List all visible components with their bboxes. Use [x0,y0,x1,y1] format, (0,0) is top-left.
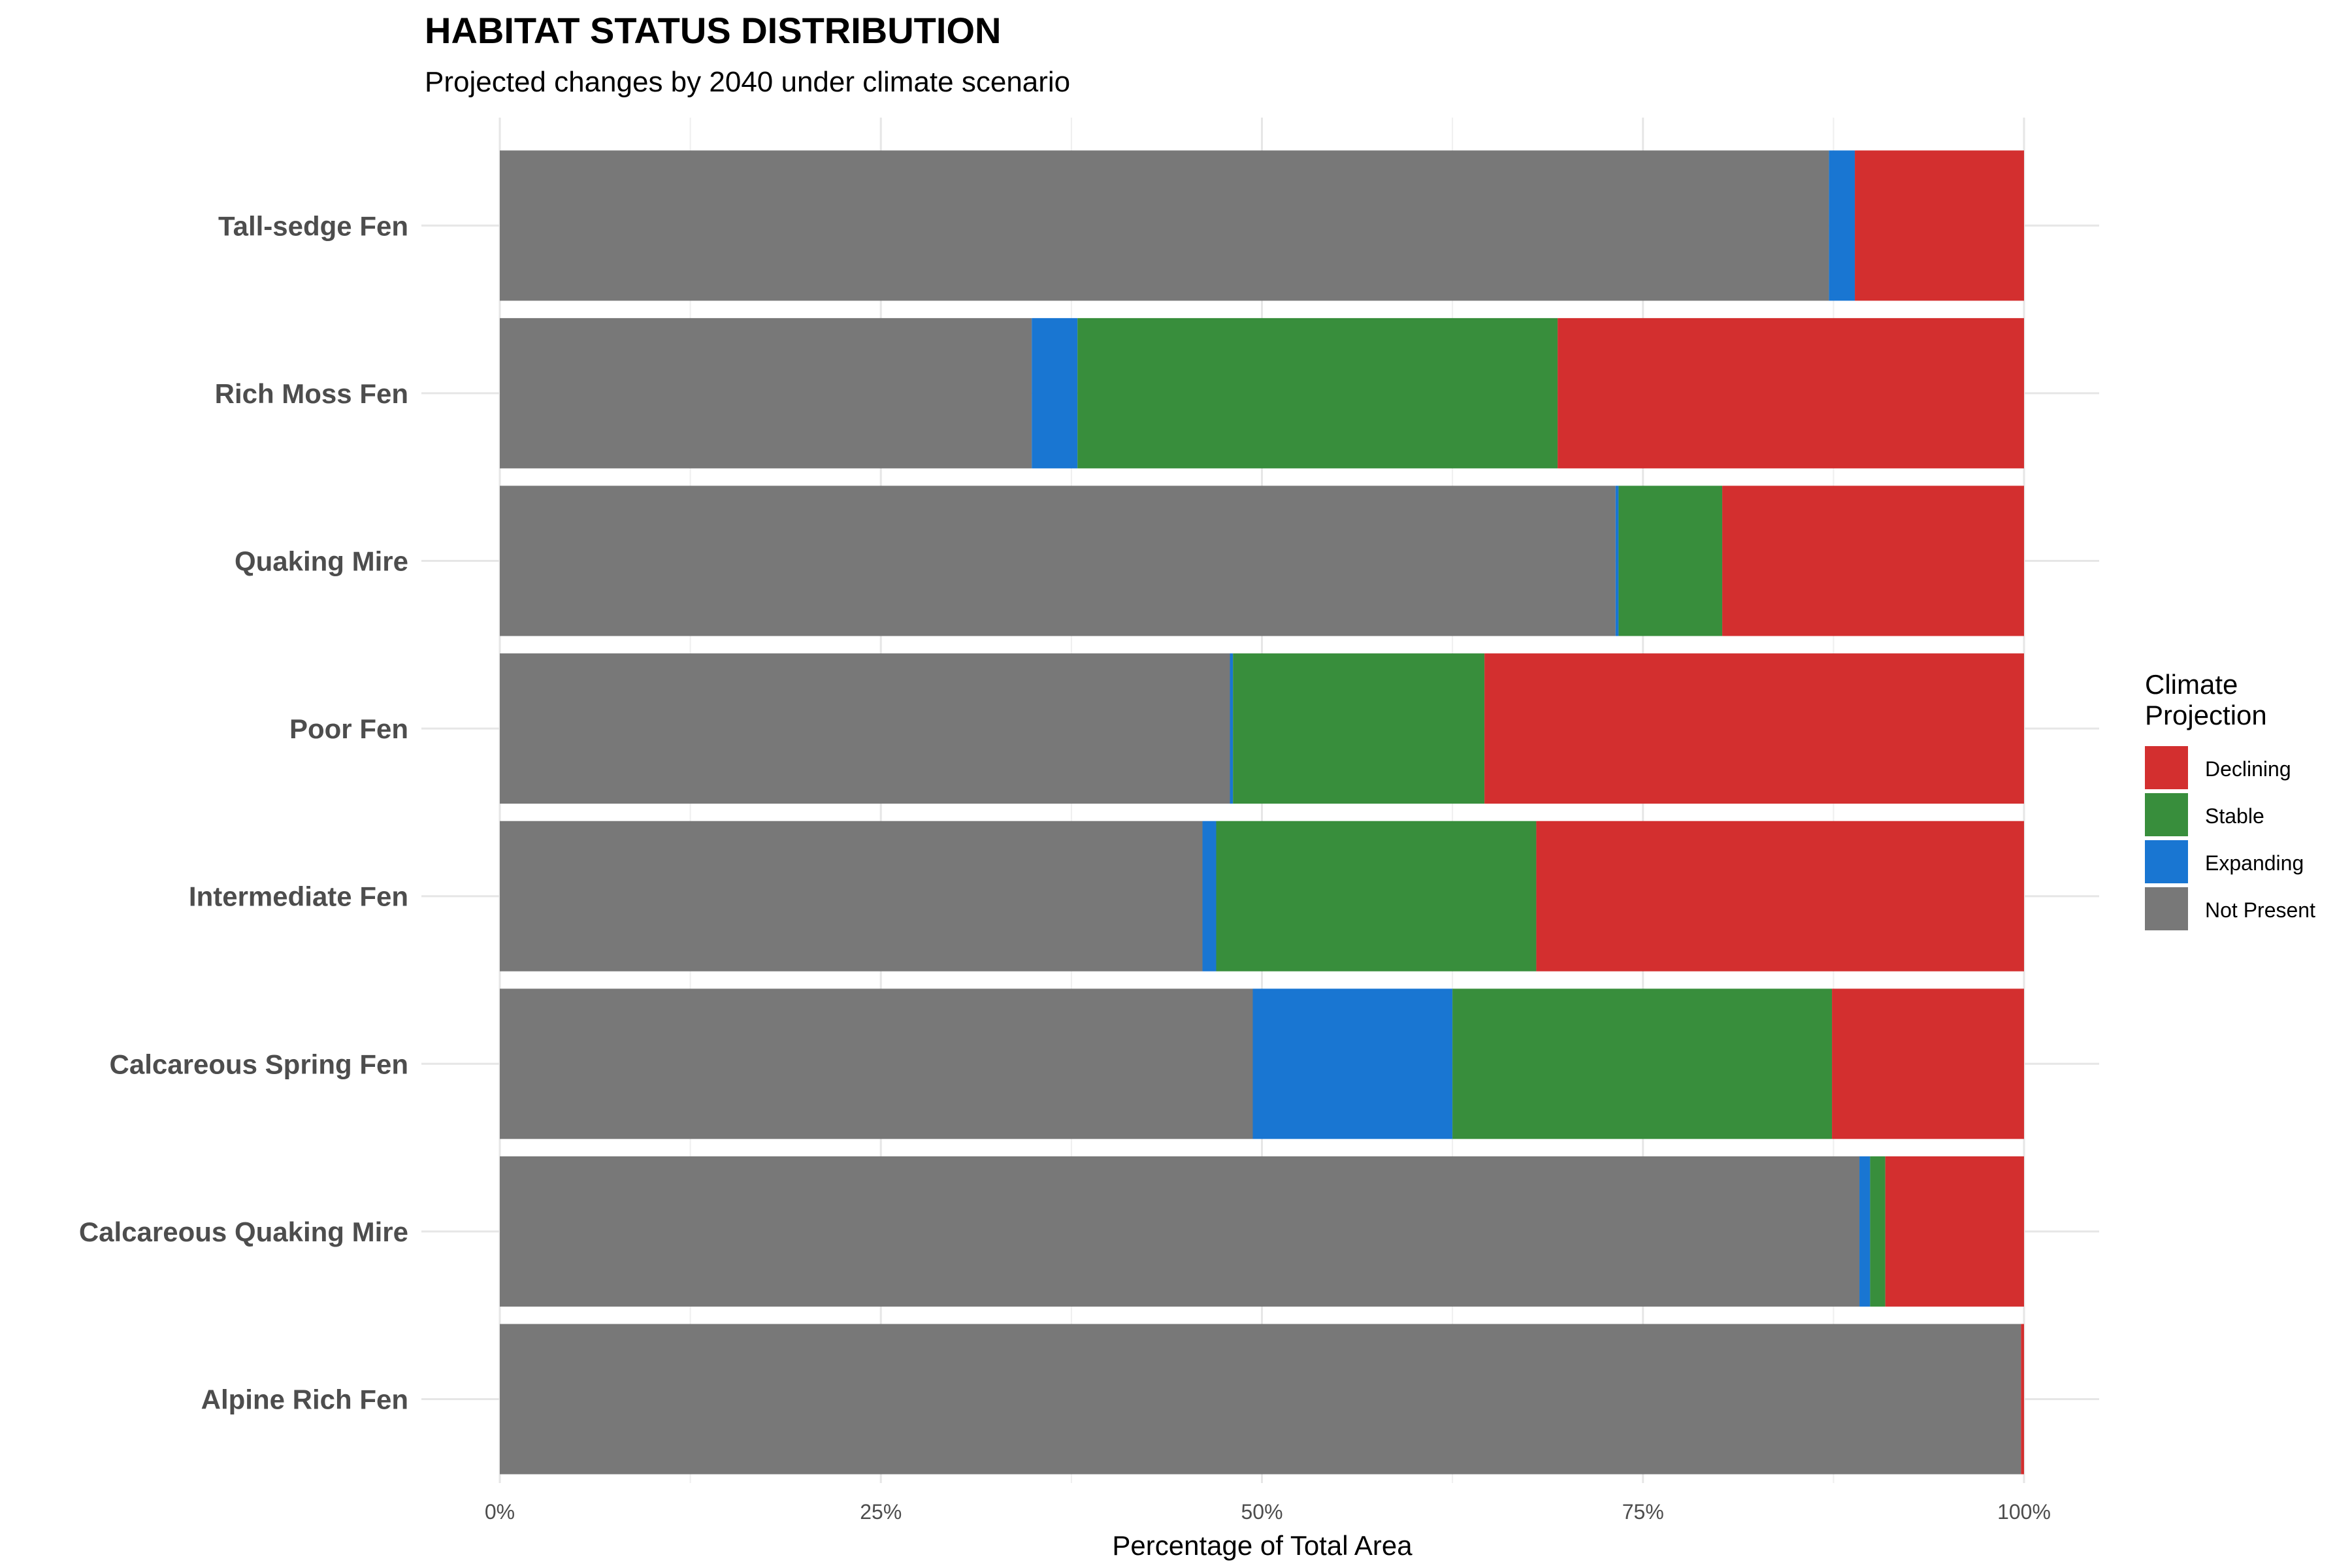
bar-calcareous-quaking-mire-declining [1885,1156,2024,1307]
legend-swatch-not-present [2145,887,2188,930]
chart-subtitle: Projected changes by 2040 under climate … [425,66,1070,98]
bar-quaking-mire-stable [1618,485,1723,636]
bar-rich-moss-fen-not-present [500,318,1032,468]
legend-label-expanding: Expanding [2205,851,2304,875]
legend-label-stable: Stable [2205,804,2264,828]
bar-alpine-rich-fen-declining [2021,1324,2024,1475]
legend-items: Declining Stable Expanding Not Present [2145,746,2315,930]
bar-tall-sedge-fen-expanding [1829,150,1855,301]
x-tick-label: 25% [860,1500,902,1524]
category-label-alpine-rich-fen: Alpine Rich Fen [201,1384,408,1415]
bar-rich-moss-fen-expanding [1032,318,1078,468]
bars [500,150,2024,1475]
bar-rich-moss-fen-declining [1558,318,2024,468]
category-label-calcareous-quaking-mire: Calcareous Quaking Mire [79,1217,408,1247]
category-label-intermediate-fen: Intermediate Fen [189,881,408,912]
category-label-quaking-mire: Quaking Mire [235,546,408,577]
bar-poor-fen-not-present [500,653,1230,804]
bar-tall-sedge-fen-not-present [500,150,1829,301]
x-axis-title: Percentage of Total Area [1112,1530,1413,1561]
bar-calcareous-spring-fen-stable [1452,988,1833,1139]
bar-quaking-mire-declining [1722,485,2024,636]
category-label-rich-moss-fen: Rich Moss Fen [215,378,408,409]
bar-calcareous-quaking-mire-expanding [1859,1156,1870,1307]
x-tick-label: 50% [1241,1500,1282,1524]
bar-poor-fen-declining [1484,653,2024,804]
bar-intermediate-fen-stable [1216,821,1537,972]
bar-calcareous-spring-fen-not-present [500,988,1253,1139]
legend-swatch-expanding [2145,840,2188,883]
x-tick-label: 100% [1997,1500,2051,1524]
x-tick-labels: 0% 25% 50% 75% 100% [485,1500,2051,1524]
legend-title: Climate Projection [2145,669,2267,730]
bar-quaking-mire-not-present [500,485,1616,636]
bar-poor-fen-expanding [1230,653,1233,804]
bar-calcareous-spring-fen-expanding [1252,988,1453,1139]
bar-alpine-rich-fen-not-present [500,1324,2021,1475]
bar-rich-moss-fen-stable [1077,318,1558,468]
bar-intermediate-fen-expanding [1202,821,1217,972]
bar-calcareous-spring-fen-declining [1832,988,2024,1139]
legend-swatch-stable [2145,793,2188,836]
legend: Climate Projection Declining Stable Expandi… [2145,669,2315,930]
category-label-calcareous-spring-fen: Calcareous Spring Fen [110,1049,408,1079]
category-label-poor-fen: Poor Fen [289,713,408,744]
chart-title: HABITAT STATUS DISTRIBUTION [425,10,1001,51]
legend-swatch-declining [2145,746,2188,789]
bar-tall-sedge-fen-declining [1855,150,2024,301]
bar-calcareous-quaking-mire-stable [1870,1156,1886,1307]
x-tick-label: 75% [1622,1500,1664,1524]
bar-intermediate-fen-declining [1536,821,2024,972]
bar-poor-fen-stable [1233,653,1485,804]
x-tick-label: 0% [485,1500,515,1524]
bar-calcareous-quaking-mire-not-present [500,1156,1860,1307]
category-label-tall-sedge-fen: Tall-sedge Fen [218,210,408,241]
legend-label-not-present: Not Present [2205,898,2315,922]
legend-label-declining: Declining [2205,757,2291,781]
category-labels: Tall-sedge Fen Rich Moss Fen Quaking Mire P… [79,210,408,1414]
bar-intermediate-fen-not-present [500,821,1203,972]
bar-quaking-mire-expanding [1615,485,1619,636]
